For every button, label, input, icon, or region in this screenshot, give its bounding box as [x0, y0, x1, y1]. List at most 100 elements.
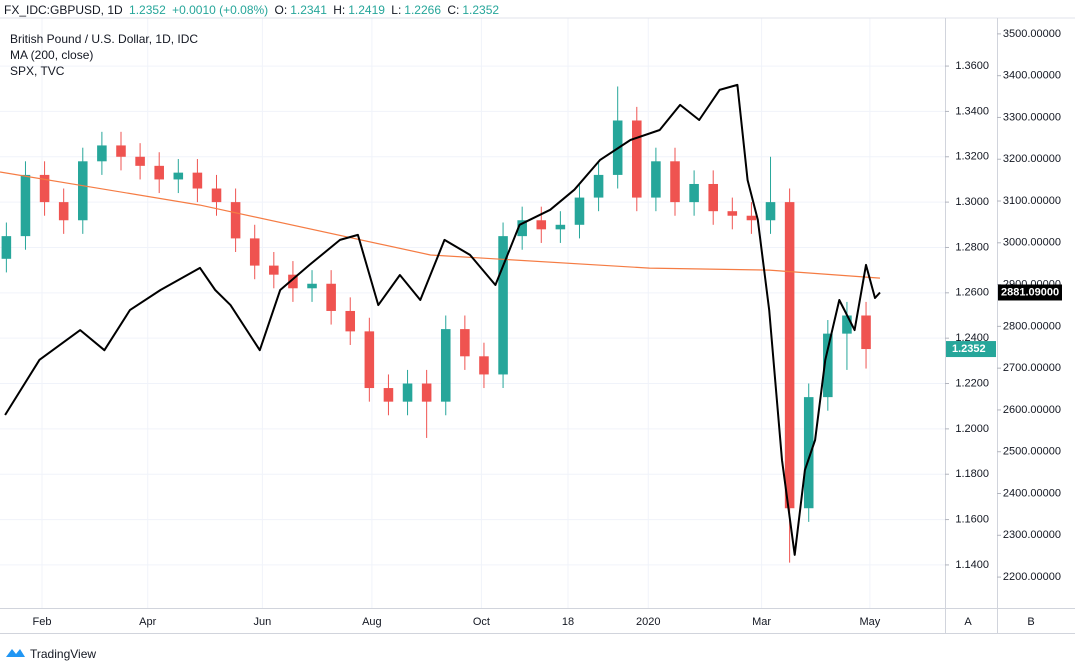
ohlc-label: L:: [391, 3, 402, 17]
candle-body: [517, 220, 527, 237]
candle-body: [326, 283, 336, 311]
candle-body: [307, 283, 317, 289]
y2-tick-label: 2500.00000: [1003, 446, 1061, 458]
price-tag: [998, 284, 1062, 301]
y-tick-label: 1.2200: [955, 377, 989, 389]
candle-body: [269, 265, 279, 275]
ohlc-label: O:: [274, 3, 288, 17]
candle-body: [727, 211, 738, 216]
price-tag-label: 2881.09000: [1001, 286, 1059, 298]
candle-body: [173, 172, 184, 180]
candle-body: [288, 274, 298, 289]
y2-tick-label: 3500.00000: [1003, 28, 1061, 40]
candle-body: [555, 224, 566, 230]
x-tick-label: Apr: [139, 616, 156, 628]
candle-body: [536, 220, 547, 230]
candle-body: [97, 145, 107, 162]
legend-entry: MA (200, close): [10, 48, 93, 62]
ohlc-label: C:: [447, 3, 460, 17]
ohlc-value: 1.2352: [462, 3, 500, 17]
candle-body: [632, 120, 642, 198]
x-tick-label: Mar: [752, 616, 771, 628]
candle-body: [20, 174, 31, 237]
ohlc-value: 1.2419: [348, 3, 385, 17]
candle-body: [211, 188, 222, 203]
x-tick-label: Jun: [253, 616, 271, 628]
x-tick-label: Aug: [362, 616, 382, 628]
y2-tick-label: 2200.00000: [1003, 571, 1061, 583]
y-tick-label: 1.2800: [955, 241, 989, 253]
candle-body: [593, 174, 604, 198]
symbol: FX_IDC:GBPUSD, 1D: [4, 3, 123, 17]
candle-body: [345, 310, 356, 332]
candle-body: [746, 215, 757, 221]
y-tick-label: 1.3600: [955, 60, 989, 72]
candle-body: [651, 161, 661, 198]
candle-body: [440, 329, 451, 402]
y2-tick-label: 3400.00000: [1003, 70, 1061, 82]
candle-body: [803, 397, 814, 509]
y-tick-label: 1.3200: [955, 151, 989, 163]
y2-tick-label: 2800.00000: [1003, 320, 1061, 332]
series-line: [4, 83, 881, 556]
y2-tick-label: 3300.00000: [1003, 111, 1061, 123]
series-line: [0, 171, 881, 279]
change: +0.0010 (+0.08%): [172, 3, 269, 17]
candle-body: [116, 145, 126, 157]
x-tick-label: Oct: [473, 616, 490, 628]
candle-body: [861, 315, 871, 350]
candle-body: [421, 383, 432, 402]
y-tick-label: 1.3400: [955, 105, 989, 117]
footer-brand: TradingView: [30, 647, 96, 661]
y-tick-label: 1.2000: [955, 423, 989, 435]
candle-body: [784, 202, 795, 509]
axis-button[interactable]: A: [964, 616, 972, 628]
price-tag-label: 1.2352: [952, 343, 986, 355]
axis-button[interactable]: B: [1027, 616, 1034, 628]
legend-entry: SPX, TVC: [10, 64, 65, 78]
candle-body: [39, 174, 50, 203]
candle-body: [765, 202, 776, 221]
y2-tick-label: 2700.00000: [1003, 362, 1061, 374]
ohlc-value: 1.2266: [404, 3, 441, 17]
candle-body: [78, 161, 88, 221]
candle-body: [479, 356, 489, 375]
y-tick-label: 1.1400: [955, 559, 989, 571]
ohlc-value: 1.2341: [290, 3, 327, 17]
candle-body: [364, 331, 375, 389]
candle-body: [670, 161, 680, 203]
candle-body: [689, 183, 699, 203]
logo: [6, 649, 25, 657]
candle-body: [460, 329, 470, 357]
y2-tick-label: 3200.00000: [1003, 153, 1061, 165]
candle-body: [58, 202, 69, 221]
y2-tick-label: 2400.00000: [1003, 487, 1061, 499]
y2-tick-label: 3000.00000: [1003, 237, 1061, 249]
y-tick-label: 1.1600: [955, 513, 989, 525]
price-tag: [946, 341, 996, 358]
candle-body: [402, 383, 413, 402]
candle-body: [192, 172, 203, 189]
candle-body: [383, 388, 394, 402]
y2-tick-label: 2300.00000: [1003, 529, 1061, 541]
candle-body: [708, 183, 718, 212]
last-price: 1.2352: [129, 3, 166, 17]
x-tick-label: Feb: [33, 616, 52, 628]
x-tick-label: 2020: [636, 616, 660, 628]
x-tick-label: May: [859, 616, 880, 628]
candle-body: [154, 165, 164, 180]
y2-tick-label: 2600.00000: [1003, 404, 1061, 416]
candle-body: [498, 236, 508, 375]
legend-title: British Pound / U.S. Dollar, 1D, IDC: [10, 32, 198, 46]
symbol-header: FX_IDC:GBPUSD, 1D 1.2352 +0.0010 (+0.08%…: [4, 3, 502, 17]
y-tick-label: 1.1800: [955, 468, 989, 480]
background: [0, 18, 1075, 633]
y-tick-label: 1.3000: [955, 196, 989, 208]
x-tick-label: 18: [562, 616, 574, 628]
candle-body: [230, 202, 241, 239]
candle-body: [1, 236, 12, 259]
ohlc-label: H:: [333, 3, 346, 17]
candle-body: [135, 156, 145, 166]
y2-tick-label: 3100.00000: [1003, 195, 1061, 207]
